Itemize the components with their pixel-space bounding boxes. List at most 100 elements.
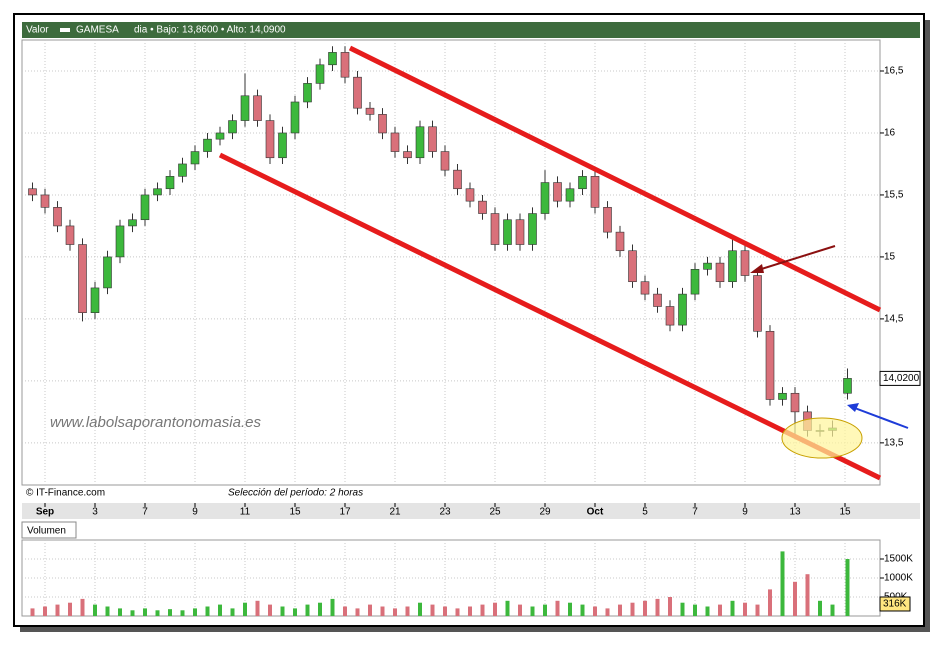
candle-body: [53, 207, 62, 227]
volume-bar: [205, 606, 210, 616]
candle-body: [415, 126, 425, 159]
candle-body: [140, 194, 150, 221]
volume-bar: [143, 608, 147, 616]
volume-bar: [818, 600, 822, 616]
volume-bar: [793, 581, 797, 616]
candle-body: [353, 76, 362, 109]
candle-body: [678, 293, 687, 326]
candle-body: [340, 52, 350, 78]
volume-bar: [580, 604, 585, 616]
candle-body: [90, 287, 100, 314]
volume-bar: [255, 600, 260, 616]
volume-bar: [455, 608, 460, 616]
x-tick-label: 11: [240, 507, 251, 518]
candle-body: [115, 225, 125, 258]
volume-bar: [755, 604, 760, 616]
support-highlight: [781, 417, 863, 459]
candle-body: [690, 269, 700, 295]
volume-bar: [530, 606, 535, 616]
volume-bar: [643, 600, 647, 616]
candle-body: [378, 114, 387, 134]
y-tick-label: 16: [884, 128, 896, 139]
volume-bar: [845, 559, 850, 616]
candle-body: [453, 169, 462, 190]
volume-bar: [68, 602, 72, 616]
x-tick-label: Sep: [36, 507, 54, 518]
volume-bar: [493, 602, 497, 616]
candle-body: [228, 120, 237, 134]
series-label: Valor: [26, 25, 49, 36]
volume-bar: [168, 609, 172, 616]
x-tick-label: 15: [289, 507, 301, 518]
y-tick-label: 14,5: [884, 314, 904, 325]
candle-body: [240, 95, 250, 121]
volume-bar: [180, 610, 185, 616]
volume-bar: [693, 604, 697, 616]
candle-body: [653, 293, 662, 307]
candle-body: [390, 132, 400, 152]
x-axis-row: [22, 503, 920, 519]
last-price-label: 14,0200: [883, 373, 920, 384]
volume-bar: [830, 604, 835, 616]
x-tick-label: 15: [839, 507, 851, 518]
candle-body: [528, 213, 537, 245]
volume-bar: [218, 604, 222, 616]
volume-bar: [368, 604, 372, 616]
candle-body: [578, 176, 587, 190]
volume-bar: [380, 606, 385, 616]
support-arrow-head: [847, 403, 859, 412]
y-tick-label: 16,5: [884, 66, 904, 77]
x-tick-label: 29: [539, 507, 551, 518]
volume-bar: [468, 606, 472, 616]
candle-body: [328, 52, 337, 66]
candle-body: [478, 200, 487, 214]
candle-body: [403, 151, 412, 159]
candle-body: [365, 107, 375, 115]
candle-body: [515, 219, 525, 245]
candle-body: [740, 250, 750, 276]
x-tick-label: 17: [339, 507, 351, 518]
candle-body: [40, 194, 50, 208]
x-tick-label: 23: [439, 507, 451, 518]
candle-body: [253, 95, 262, 121]
volume-bar: [105, 606, 110, 616]
candle-body: [428, 126, 437, 152]
candle-body: [215, 132, 225, 140]
candle-body: [103, 256, 112, 289]
candle-body: [303, 83, 312, 103]
volume-bar: [593, 606, 597, 616]
volume-bar: [480, 604, 485, 616]
price-panel: [21, 39, 881, 486]
resistance-arrow-head: [750, 264, 764, 273]
y-tick-label: 15: [884, 252, 896, 263]
x-tick-label: 3: [92, 507, 98, 518]
volume-bar: [293, 608, 297, 616]
volume-bar: [568, 602, 572, 616]
candle-body: [203, 138, 212, 152]
x-tick-label: Oct: [587, 507, 604, 518]
volume-bar: [618, 604, 622, 616]
volume-bar: [555, 600, 560, 616]
volume-bar: [230, 608, 235, 616]
candle-body: [78, 244, 87, 314]
volume-bar: [155, 610, 160, 616]
x-tick-label: 21: [389, 507, 401, 518]
volume-bar: [630, 602, 635, 616]
candle-body: [440, 151, 450, 171]
volume-bar: [130, 610, 135, 616]
candle-body: [190, 151, 200, 165]
candle-body: [728, 250, 737, 283]
volume-bar: [330, 598, 335, 616]
volume-bar: [305, 604, 310, 616]
candle-body: [128, 219, 137, 227]
candle-body: [778, 392, 787, 400]
y-tick-label: 13,5: [884, 437, 904, 448]
volume-title: Volumen: [27, 526, 66, 537]
candle-body: [153, 188, 162, 196]
volume-bar: [55, 604, 60, 616]
candle-body: [603, 207, 612, 233]
candle-body: [765, 330, 775, 400]
volume-bar: [680, 602, 685, 616]
candle-body: [540, 182, 550, 214]
volume-bar: [193, 608, 197, 616]
